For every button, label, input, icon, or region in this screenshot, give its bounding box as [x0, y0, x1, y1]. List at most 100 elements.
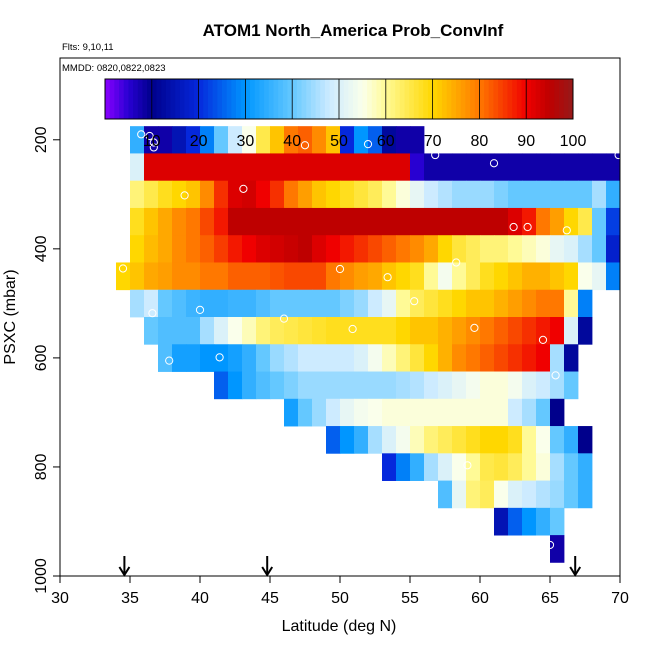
heatmap-cell: [270, 371, 285, 400]
heatmap-cell: [368, 371, 383, 400]
colorbar-segment: [301, 79, 307, 119]
heatmap-cell: [326, 180, 341, 209]
heatmap-cell: [270, 207, 285, 236]
heatmap-cell: [550, 207, 565, 236]
heatmap-cell: [564, 207, 579, 236]
heatmap-cell: [354, 207, 369, 236]
heatmap-cell: [396, 207, 411, 236]
heatmap-cell: [242, 207, 257, 236]
heatmap-cell: [298, 180, 313, 209]
heatmap-cell: [494, 289, 509, 318]
heatmap-cell: [326, 262, 341, 291]
observation-marker: [431, 150, 440, 160]
colorbar-segment: [119, 79, 125, 119]
heatmap-cell: [368, 289, 383, 318]
x-tick-label: 50: [331, 590, 349, 607]
heatmap-cell: [424, 371, 439, 400]
heatmap-cell: [116, 262, 131, 291]
observation-marker: [562, 226, 571, 235]
heatmap-cell: [340, 126, 355, 154]
heatmap-cell: [438, 317, 453, 345]
heatmap-cell: [550, 480, 565, 509]
heatmap-cell: [508, 207, 523, 236]
y-axis: 200 400 600 800 1000: [33, 126, 60, 594]
heatmap-cell: [200, 262, 215, 291]
heatmap-cell: [186, 207, 201, 236]
colorbar-segment: [189, 79, 195, 119]
heatmap-cell: [312, 180, 327, 209]
heatmap-cell: [354, 180, 369, 209]
heatmap-cell: [494, 262, 509, 291]
heatmap-cell: [340, 317, 355, 345]
heatmap-cell: [410, 207, 425, 236]
heatmap-cell: [438, 180, 453, 209]
heatmap-cell: [354, 262, 369, 291]
heatmap-cell: [368, 126, 383, 154]
colorbar-segment: [179, 79, 185, 119]
heatmap-cell: [256, 180, 271, 209]
heatmap-cell: [578, 453, 593, 481]
heatmap-cell: [368, 317, 383, 345]
observation-marker: [348, 324, 357, 334]
heatmap-cell: [172, 207, 187, 236]
heatmap-cell: [382, 317, 397, 345]
heatmap-cell: [438, 426, 453, 454]
heatmap-cell: [508, 235, 523, 263]
heatmap-cell: [270, 317, 285, 345]
colorbar-segment: [193, 79, 199, 119]
colorbar-segment: [385, 79, 391, 119]
heatmap-cell: [438, 453, 453, 481]
flight-arrows: [118, 556, 582, 577]
heatmap-cell: [592, 180, 607, 209]
heatmap-cell: [564, 453, 579, 481]
colorbar-tick-label: 20: [190, 133, 208, 150]
colorbar-segment: [315, 79, 321, 119]
colorbar-segment: [109, 79, 115, 119]
observation-marker: [452, 258, 461, 267]
heatmap-cell: [340, 344, 355, 372]
colorbar-segment: [324, 79, 331, 119]
heatmap-cell: [242, 235, 257, 263]
colorbar-segment: [231, 79, 237, 119]
observation-markers: [118, 130, 623, 550]
heatmap-cell: [550, 180, 565, 209]
colorbar-segment: [465, 79, 471, 119]
heatmap-cell: [536, 235, 551, 263]
heatmap-cell: [396, 426, 411, 454]
heatmap-cell: [522, 480, 537, 509]
colorbar-segment: [137, 79, 143, 119]
heatmap-cell: [284, 398, 299, 427]
heatmap-cell: [242, 180, 257, 209]
heatmap-cell: [494, 507, 509, 536]
heatmap-cell: [494, 398, 509, 427]
heatmap-cell: [158, 289, 173, 318]
heatmap-cell: [284, 371, 299, 400]
heatmap-cell: [368, 207, 383, 236]
heatmap-cell: [564, 317, 579, 345]
x-tick-label: 70: [611, 590, 629, 607]
x-axis: 30 35 40 45 50 55 60 65 70: [51, 576, 629, 607]
heatmap-cell: [508, 426, 523, 454]
observation-marker: [410, 297, 419, 306]
heatmap-cell: [228, 235, 243, 263]
colorbar-segment: [217, 79, 223, 119]
heatmap-cell: [536, 371, 551, 400]
colorbar-segment: [240, 79, 246, 119]
heatmap-cell: [578, 262, 593, 291]
observation-marker: [463, 461, 472, 470]
heatmap-cell: [256, 289, 271, 318]
heatmap-cell: [340, 153, 355, 182]
heatmap-cell: [312, 207, 327, 236]
colorbar-segment: [395, 79, 401, 119]
heatmap-cell: [172, 235, 187, 263]
heatmap-cell: [508, 480, 523, 509]
heatmap-cell: [592, 235, 607, 263]
heatmap-cell: [410, 317, 425, 345]
colorbar-segment: [521, 79, 527, 119]
heatmap-cell: [326, 317, 341, 345]
heatmap-cell: [270, 153, 285, 182]
heatmap-cell: [298, 317, 313, 345]
colorbar-segment: [250, 79, 256, 119]
flight-arrow-head: [569, 566, 582, 577]
heatmap-cell: [200, 180, 215, 209]
